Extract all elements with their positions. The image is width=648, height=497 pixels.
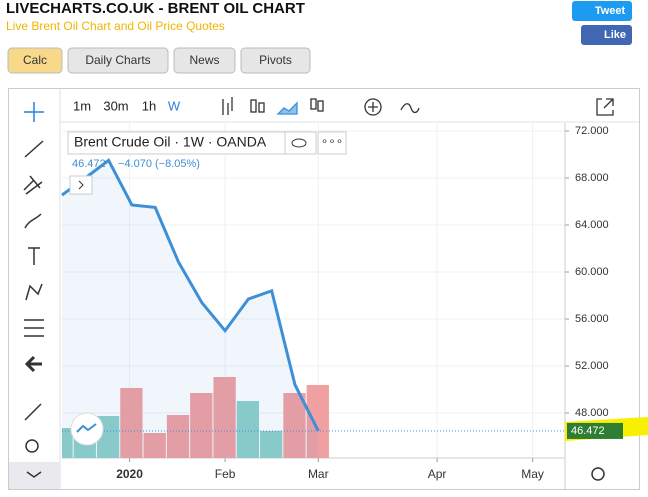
last-price-label: 46.472 <box>571 425 605 437</box>
site-subtitle: Live Brent Oil Chart and Oil Price Quote… <box>6 19 225 33</box>
collapse-toolbar[interactable] <box>9 462 60 489</box>
volume-bar <box>236 401 260 458</box>
expand-legend[interactable] <box>69 175 93 195</box>
quote-change: −4.070 (−8.05%) <box>118 158 200 170</box>
expand-icon[interactable] <box>78 180 84 190</box>
symbol-title: Brent Crude Oil · 1W · OANDA <box>74 134 267 150</box>
chart-tools[interactable] <box>222 97 614 116</box>
more-icon[interactable]: ∘∘∘ <box>321 134 344 148</box>
tab-label[interactable]: News <box>189 53 219 67</box>
tab-label[interactable]: Pivots <box>259 53 292 67</box>
site-title: LIVECHARTS.CO.UK - BRENT OIL CHART <box>6 0 305 17</box>
tab-button[interactable] <box>173 47 236 74</box>
x-tick-label: Mar <box>308 467 329 481</box>
legend-box <box>67 131 317 155</box>
y-tick-label: 56.000 <box>575 313 609 325</box>
settings-icon[interactable] <box>591 467 605 481</box>
interval-button[interactable]: 1m <box>73 98 91 113</box>
tab-button[interactable] <box>240 47 311 74</box>
tweet-label[interactable]: Tweet <box>595 5 626 17</box>
more-button[interactable] <box>317 131 347 155</box>
like-label[interactable]: Like <box>604 29 626 41</box>
interval-button[interactable]: W <box>168 98 181 113</box>
tab-label[interactable]: Daily Charts <box>85 53 150 67</box>
volume-bar <box>306 385 329 458</box>
drawing-tools[interactable] <box>23 102 44 476</box>
logo-icon[interactable] <box>76 423 97 433</box>
quote-last: 46.472 <box>72 158 106 170</box>
y-tick-label: 60.000 <box>575 266 609 278</box>
y-tick-label: 72.000 <box>575 125 609 137</box>
volume-bar <box>283 393 306 458</box>
volume-bar <box>213 377 236 458</box>
tab-label[interactable]: Calc <box>23 53 47 67</box>
volume-bar <box>120 388 143 458</box>
volume-bar <box>260 431 283 458</box>
last-price-box <box>567 422 623 439</box>
collapse-icon[interactable] <box>26 471 42 478</box>
tweet-button[interactable] <box>572 1 632 21</box>
x-tick-label: Feb <box>215 467 236 481</box>
area-fill <box>62 160 319 458</box>
volume-bar <box>166 415 190 458</box>
tab-button[interactable] <box>67 47 169 74</box>
volume-bar <box>62 428 73 458</box>
interval-button[interactable]: 1h <box>142 98 156 113</box>
y-tick-label: 48.000 <box>575 407 609 419</box>
y-tick-label: 68.000 <box>575 172 609 184</box>
x-tick-label: 2020 <box>116 467 143 481</box>
volume-bar <box>143 433 166 458</box>
x-tick-label: May <box>521 467 544 481</box>
tab-button[interactable] <box>7 47 63 74</box>
eye-icon[interactable] <box>291 138 307 148</box>
y-tick-label: 52.000 <box>575 360 609 372</box>
volume-bar <box>190 393 213 458</box>
y-tick-label: 64.000 <box>575 219 609 231</box>
price-line <box>61 158 320 432</box>
x-tick-label: Apr <box>428 467 447 481</box>
like-button[interactable] <box>581 25 632 45</box>
interval-button[interactable]: 30m <box>103 98 128 113</box>
